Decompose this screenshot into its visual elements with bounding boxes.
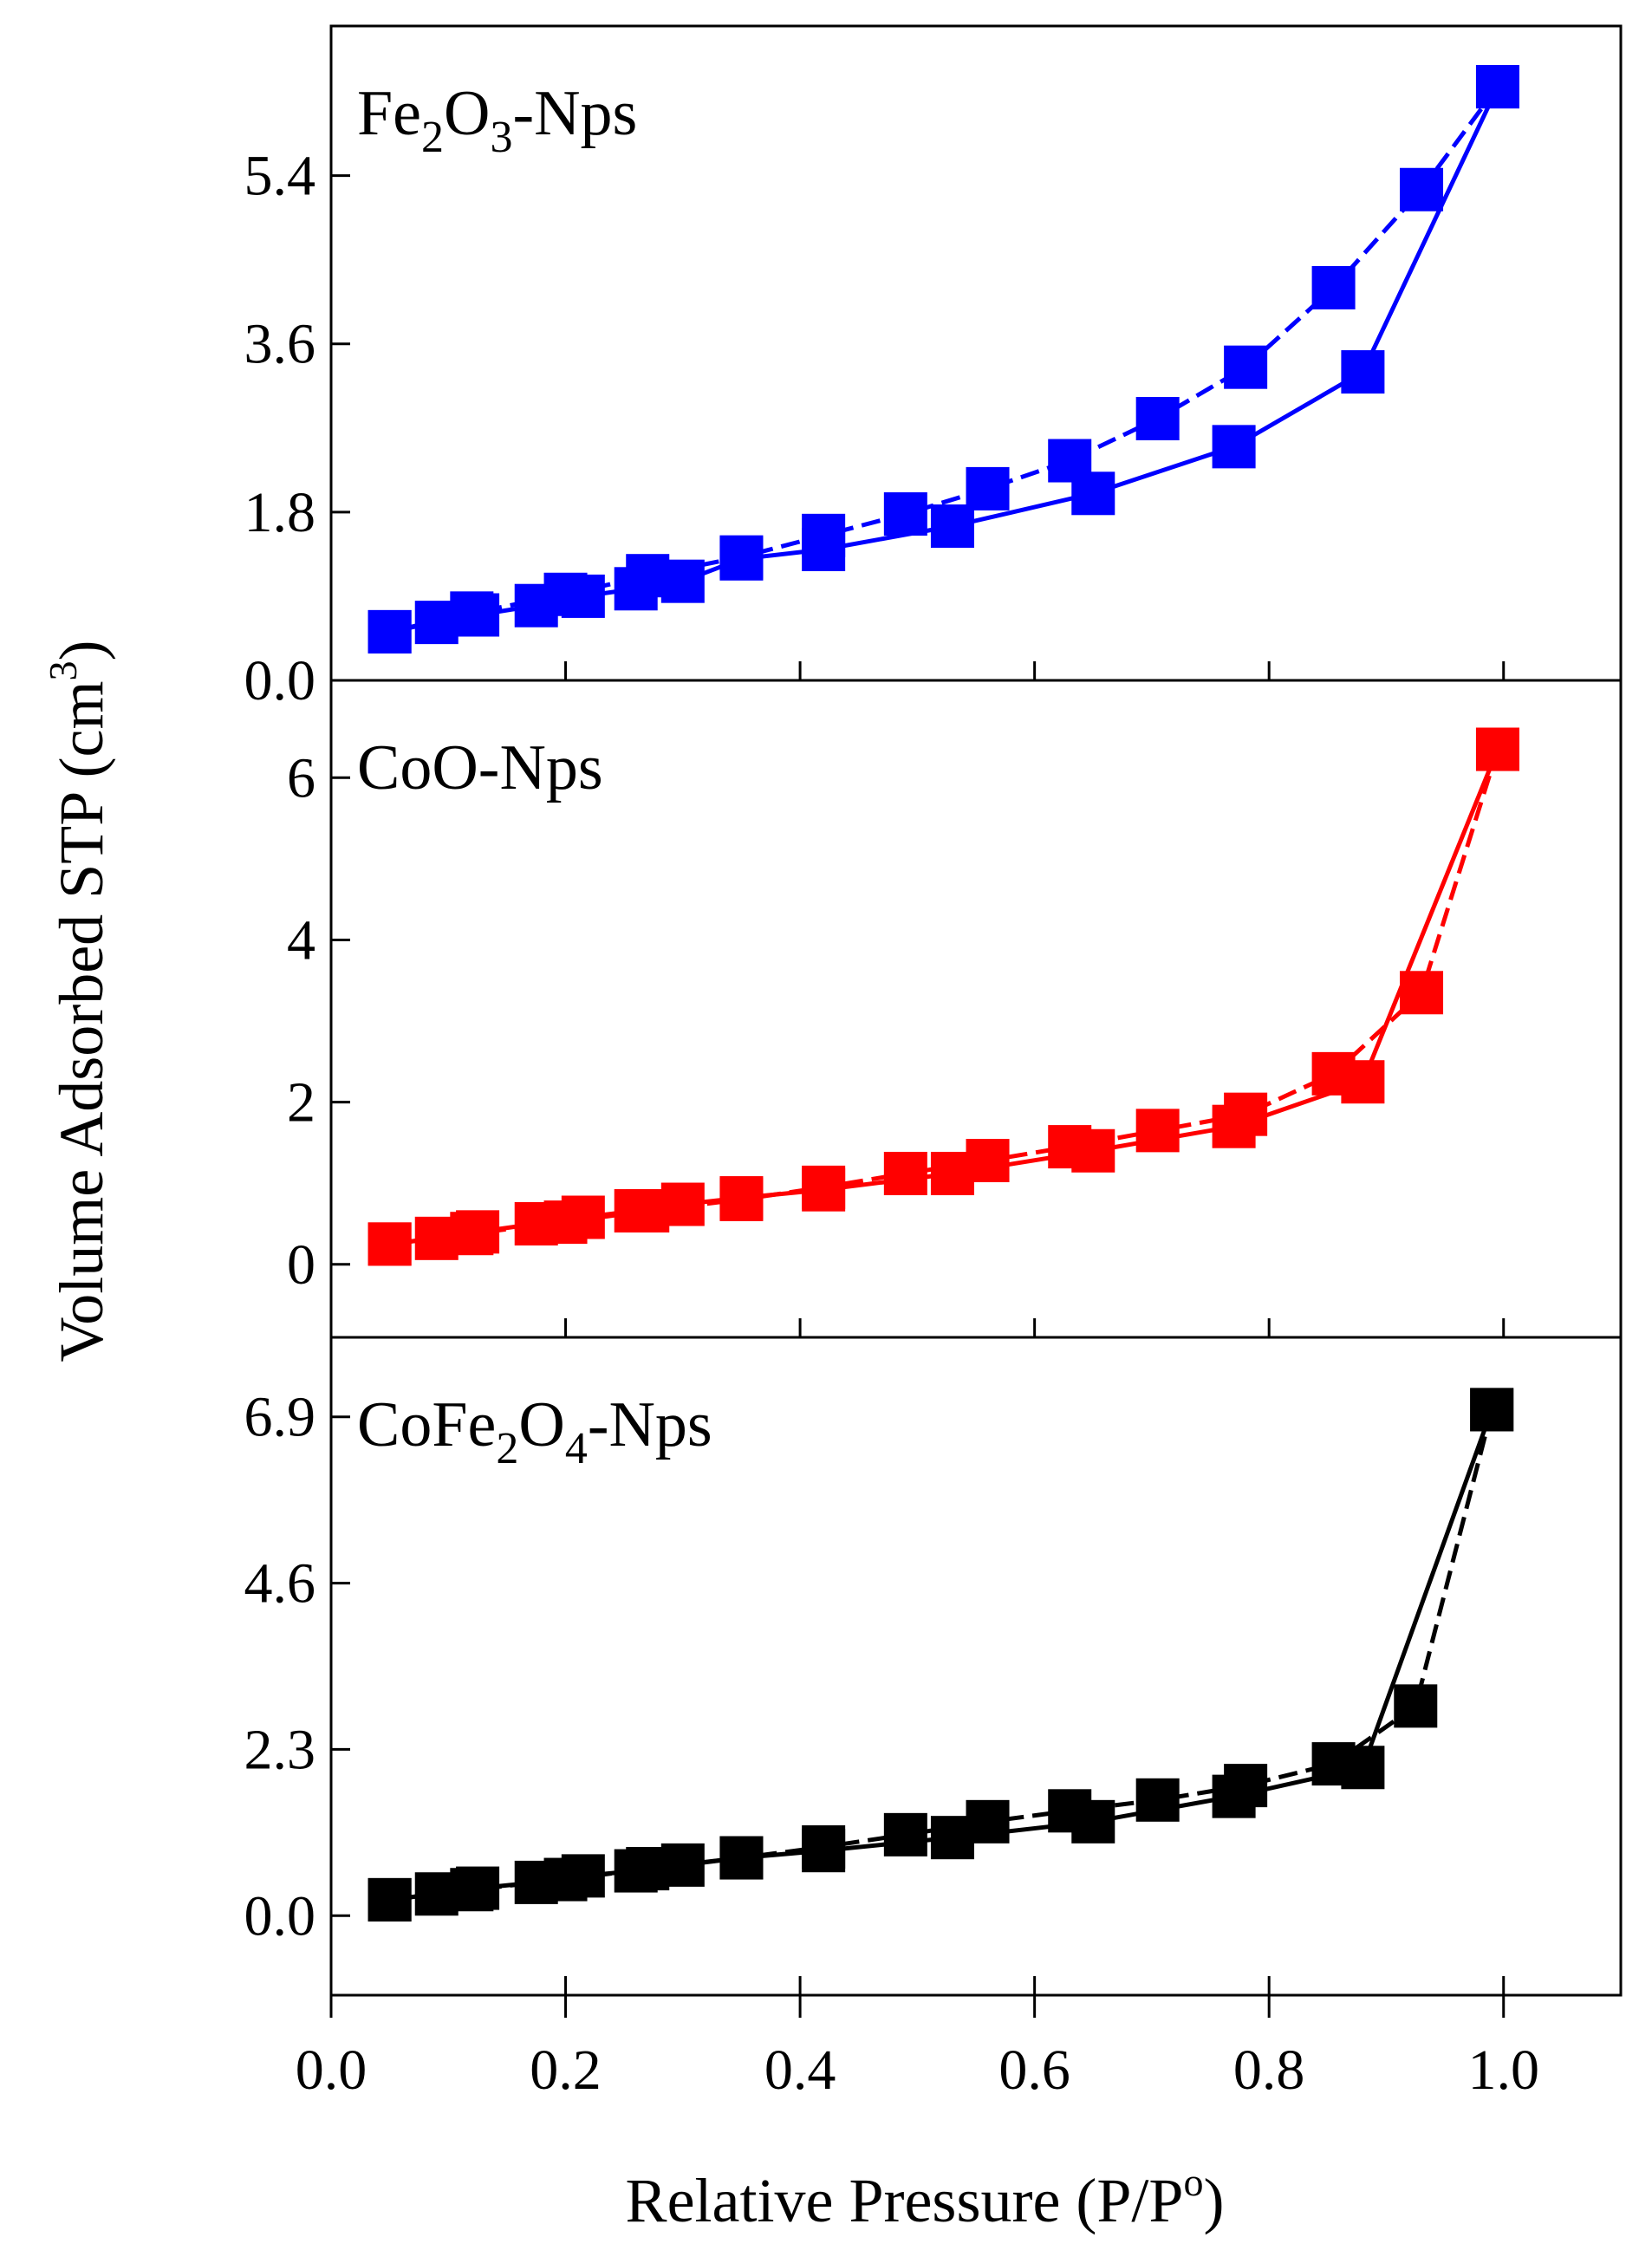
x-tick-label: 0.8 <box>1233 2039 1305 2102</box>
data-point-desorption <box>966 1799 1010 1844</box>
panel-label-text: CoO-Nps <box>357 732 603 803</box>
y-tick-label: 0.0 <box>244 649 316 712</box>
x-axis-title-close: ) <box>1203 2166 1224 2235</box>
series-line-desorption <box>389 85 1500 634</box>
panel-fe2o3-nps: 0.0 1.8 3.6 5.4 Fe2O3-Nps <box>244 24 1623 712</box>
data-point-desorption <box>1475 65 1519 109</box>
data-point-desorption <box>1311 1742 1356 1786</box>
data-point-desorption <box>626 1189 670 1233</box>
data-point-desorption <box>966 466 1010 510</box>
panel-label-text: Fe <box>357 78 421 149</box>
data-point-desorption <box>1400 167 1444 211</box>
data-point-desorption <box>1048 1125 1092 1169</box>
data-point-desorption <box>626 1847 670 1891</box>
data-point-desorption <box>1400 971 1444 1015</box>
x-tick-label: 0.4 <box>764 2039 836 2102</box>
panel-cofe2o4-nps: 0.0 2.3 4.6 6.9 CoFe2O4-Nps <box>244 1336 1623 1997</box>
x-axis-title-main: Relative Pressure (P/P <box>626 2166 1184 2235</box>
data-point-desorption <box>1224 1092 1268 1136</box>
y-axis-title: Volume Adsorbed STP (cm3) <box>41 641 116 1362</box>
data-point-adsorption <box>1212 425 1256 469</box>
data-point-desorption <box>1470 1388 1514 1432</box>
series-line-adsorption <box>389 86 1500 634</box>
data-point-desorption <box>883 1812 927 1857</box>
data-point-desorption <box>1311 1051 1356 1096</box>
data-point-desorption <box>1311 266 1356 309</box>
panel-label-text: O <box>444 78 490 149</box>
y-tick-label: 4 <box>287 908 315 972</box>
data-point-desorption <box>883 492 927 536</box>
data-point-desorption <box>543 1857 588 1902</box>
panel-label-subscript: 3 <box>490 113 512 162</box>
data-point-desorption <box>883 1151 927 1195</box>
data-point-desorption <box>1135 1778 1180 1822</box>
data-point-desorption <box>367 609 412 654</box>
x-axis: 0.0 0.2 0.4 0.6 0.8 1.0 <box>296 1995 1539 2102</box>
data-point-desorption <box>450 1212 494 1256</box>
data-point-desorption <box>543 1200 588 1245</box>
data-point-desorption <box>1135 1109 1180 1153</box>
data-point-desorption <box>802 513 846 557</box>
panel-label-text: O <box>518 1389 564 1460</box>
y-tick-label: 6 <box>287 746 315 810</box>
panel-label-text: -Nps <box>588 1389 712 1460</box>
data-point-desorption <box>1048 1789 1092 1833</box>
y-tick-label: 4.6 <box>244 1552 316 1616</box>
data-point-desorption <box>1135 397 1180 440</box>
x-axis-title-superscript: o <box>1183 2160 1203 2204</box>
panel-label: Fe2O3-Nps <box>357 78 637 162</box>
x-tick-label: 0.2 <box>530 2039 602 2102</box>
plot-frame <box>329 1336 1623 1997</box>
x-axis-title: Relative Pressure (P/Po) <box>626 2160 1225 2235</box>
panel-label: CoO-Nps <box>357 732 603 803</box>
y-tick-label: 0.0 <box>244 1884 316 1948</box>
data-point-desorption <box>450 591 494 635</box>
data-point-desorption <box>719 535 764 579</box>
data-point-desorption <box>367 1877 412 1922</box>
panel-label-subscript: 4 <box>565 1424 588 1473</box>
data-point-desorption <box>1394 1684 1438 1728</box>
panel-coo-nps: 0 2 4 6 CoO-Nps <box>287 679 1623 1339</box>
panel-label-subscript: 2 <box>496 1424 518 1473</box>
data-point-desorption <box>719 1836 764 1880</box>
y-tick-label: 0 <box>287 1233 315 1297</box>
x-tick-label: 0.6 <box>998 2039 1070 2102</box>
panel-label-subscript: 2 <box>421 113 444 162</box>
data-point-desorption <box>966 1138 1010 1182</box>
y-axis-title-superscript: 3 <box>41 660 85 680</box>
panel-label-text: CoFe <box>357 1389 496 1460</box>
data-point-desorption <box>543 572 588 616</box>
data-point-desorption <box>802 1825 846 1870</box>
data-point-desorption <box>367 1222 412 1266</box>
panel-label: CoFe2O4-Nps <box>357 1389 712 1473</box>
data-point-desorption <box>1224 1764 1268 1808</box>
y-tick-label: 3.6 <box>244 313 316 376</box>
data-point-desorption <box>1048 439 1092 483</box>
data-point-adsorption <box>1341 350 1385 394</box>
x-tick-label: 1.0 <box>1467 2039 1539 2102</box>
data-point-desorption <box>719 1177 764 1221</box>
y-tick-label: 5.4 <box>244 145 316 208</box>
y-axis-title-close: ) <box>47 641 116 661</box>
panel-label-text: -Nps <box>512 78 637 149</box>
data-point-desorption <box>802 1165 846 1209</box>
x-tick-label: 0.0 <box>296 2039 367 2102</box>
data-point-desorption <box>626 554 670 598</box>
y-tick-label: 6.9 <box>244 1386 316 1449</box>
y-tick-label: 2 <box>287 1071 315 1135</box>
data-point-desorption <box>1224 345 1268 389</box>
data-point-adsorption <box>930 504 974 549</box>
y-axis-title-main: Volume Adsorbed STP (cm <box>47 680 116 1362</box>
data-point-desorption <box>1475 727 1519 771</box>
y-tick-label: 2.3 <box>244 1718 316 1781</box>
data-point-desorption <box>450 1868 494 1912</box>
y-tick-label: 1.8 <box>244 481 316 544</box>
